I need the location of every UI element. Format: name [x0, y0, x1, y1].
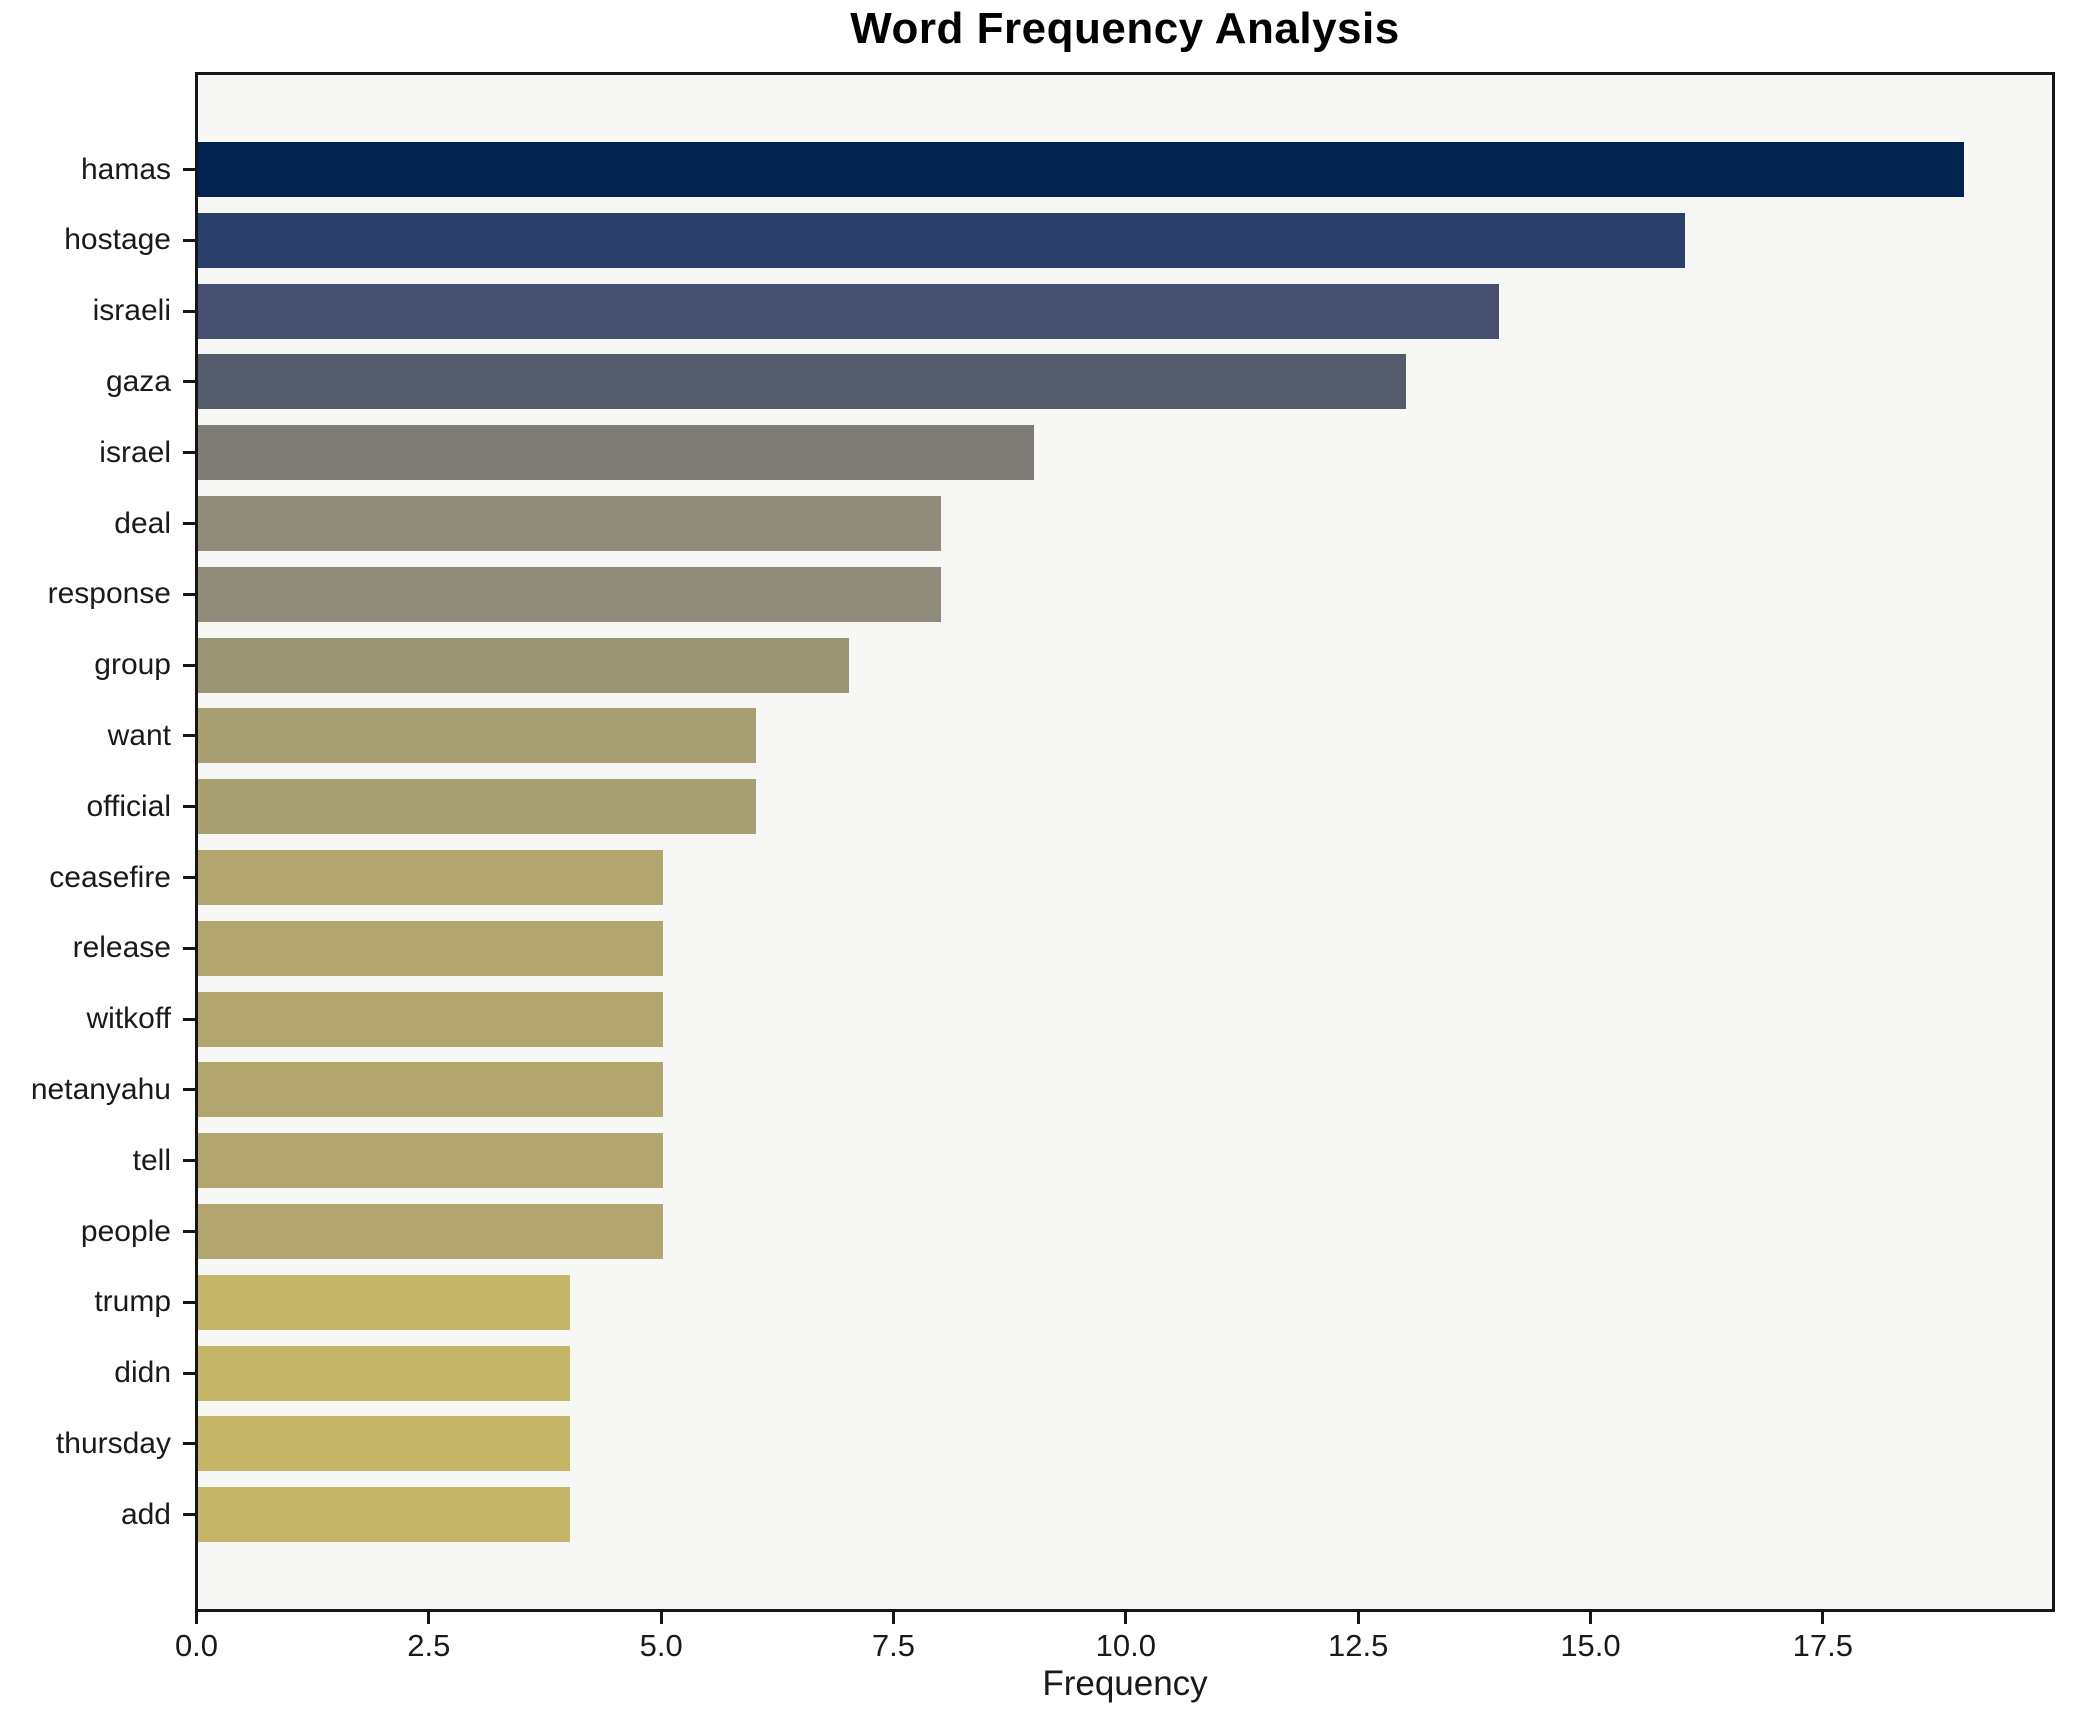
y-axis-label-witkoff: witkoff — [86, 1002, 171, 1036]
bar-want — [198, 708, 756, 764]
bar-add — [198, 1487, 570, 1543]
y-tick — [183, 238, 195, 242]
x-tick-label: 2.5 — [407, 1628, 451, 1663]
y-axis-label-add: add — [120, 1497, 171, 1531]
x-tick — [659, 1612, 663, 1624]
bar-gaza — [198, 354, 1407, 410]
y-axis-label-group: group — [94, 648, 171, 682]
x-tick — [1356, 1612, 1360, 1624]
y-axis-label-israel: israel — [99, 435, 171, 469]
y-tick — [183, 1159, 195, 1163]
bar-release — [198, 920, 663, 976]
y-tick — [183, 805, 195, 809]
y-axis-label-netanyahu: netanyahu — [30, 1072, 171, 1106]
y-axis-label-official: official — [86, 789, 172, 823]
x-axis-title: Frequency — [1042, 1664, 1208, 1703]
y-tick — [183, 1088, 195, 1092]
y-axis-label-gaza: gaza — [105, 364, 171, 398]
bar-israeli — [198, 283, 1500, 339]
x-tick-label: 7.5 — [871, 1628, 916, 1663]
y-axis-label-tell: tell — [132, 1143, 171, 1177]
bar-people — [198, 1204, 663, 1259]
y-tick — [183, 380, 195, 384]
y-tick — [183, 1230, 195, 1233]
x-tick — [195, 1612, 198, 1624]
bar-response — [198, 566, 942, 622]
y-tick — [183, 592, 195, 596]
bar-trump — [198, 1274, 570, 1330]
y-tick — [183, 1300, 195, 1304]
y-tick — [183, 876, 195, 879]
bar-witkoff — [198, 991, 663, 1047]
bar-didn — [198, 1345, 570, 1401]
x-tick — [427, 1612, 431, 1624]
y-axis-label-response: response — [47, 577, 171, 611]
y-tick — [183, 1371, 195, 1375]
x-tick-label: 15.0 — [1560, 1628, 1621, 1663]
y-axis-label-deal: deal — [114, 506, 171, 540]
y-tick — [183, 946, 195, 950]
y-tick — [183, 1513, 195, 1517]
x-tick — [1821, 1612, 1825, 1624]
bar-israel — [198, 425, 1035, 481]
x-tick — [891, 1612, 895, 1624]
x-tick — [1124, 1612, 1128, 1624]
x-tick-label: 17.5 — [1792, 1628, 1853, 1663]
bar-tell — [198, 1133, 663, 1189]
y-tick — [183, 1442, 195, 1446]
y-axis-label-ceasefire: ceasefire — [49, 860, 171, 894]
y-axis-label-want: want — [107, 718, 171, 752]
y-tick — [183, 1017, 195, 1021]
y-tick — [183, 663, 195, 667]
y-tick — [183, 451, 195, 455]
bar-thursday — [198, 1416, 570, 1472]
y-axis-label-thursday: thursday — [55, 1426, 171, 1460]
x-tick-label: 5.0 — [639, 1628, 683, 1663]
y-tick — [183, 168, 195, 171]
y-axis-label-didn: didn — [114, 1356, 171, 1390]
x-tick-label: 12.5 — [1327, 1628, 1389, 1663]
x-tick-label: 10.0 — [1095, 1628, 1156, 1663]
y-tick — [183, 309, 195, 313]
bar-official — [198, 779, 756, 835]
y-axis-label-people: people — [80, 1214, 171, 1248]
bar-hostage — [198, 212, 1685, 268]
y-axis-label-hostage: hostage — [64, 223, 171, 257]
bar-hamas — [198, 142, 1964, 197]
chart-title: Word Frequency Analysis — [850, 4, 1400, 53]
y-axis-label-trump: trump — [94, 1285, 171, 1319]
y-axis-label-israeli: israeli — [92, 294, 171, 328]
y-tick — [183, 734, 195, 738]
x-tick — [1588, 1612, 1592, 1624]
y-axis-label-hamas: hamas — [80, 152, 171, 186]
x-tick-label: 0.0 — [174, 1628, 219, 1663]
bar-group — [198, 637, 849, 693]
bar-netanyahu — [198, 1062, 663, 1118]
bar-ceasefire — [198, 850, 663, 905]
y-tick — [183, 522, 195, 525]
y-axis-label-release: release — [72, 931, 171, 965]
bar-deal — [198, 496, 942, 551]
